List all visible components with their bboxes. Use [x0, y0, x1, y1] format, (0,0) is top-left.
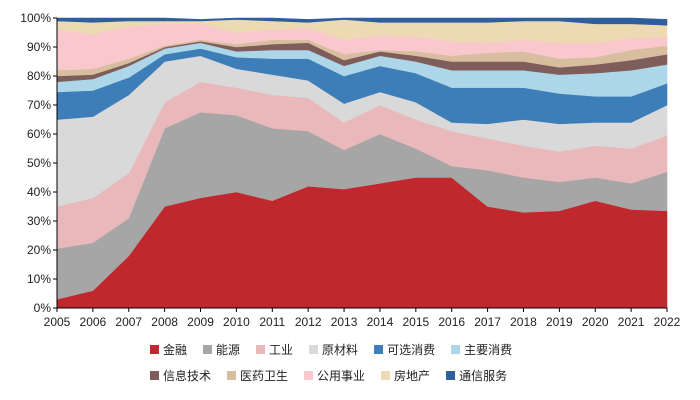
legend-label: 金融 — [163, 342, 187, 357]
legend-item-4: 原材料 — [309, 343, 358, 357]
legend-label: 房地产 — [394, 368, 430, 383]
x-tick-label-2014: 2014 — [367, 315, 394, 329]
legend-label: 公用事业 — [317, 369, 365, 383]
legend-item-7: 信息技术 — [150, 368, 211, 383]
y-tick-label: 10% — [27, 272, 51, 286]
legend-label: 医药卫生 — [240, 369, 288, 383]
area-series-11 — [56, 17, 668, 26]
y-tick-label: 80% — [27, 69, 51, 83]
x-tick-label-2012: 2012 — [295, 315, 322, 329]
x-tick-label-2007: 2007 — [115, 315, 142, 329]
y-tick-label: 60% — [27, 127, 51, 141]
y-tick-label: 50% — [27, 156, 51, 170]
legend-swatch — [256, 345, 266, 354]
legend-item-3: 工业 — [256, 343, 293, 357]
legend-swatch — [374, 345, 384, 354]
area-series-group — [56, 17, 668, 309]
x-tick-label-2020: 2020 — [582, 315, 609, 329]
y-tick-label: 100% — [20, 11, 51, 25]
legend-label: 原材料 — [322, 343, 358, 357]
legend-label: 主要消费 — [464, 343, 512, 357]
legend-item-11: 通信服务 — [446, 368, 507, 383]
x-tick-label-2019: 2019 — [546, 315, 573, 329]
x-tick-label-2011: 2011 — [259, 315, 285, 329]
legend-swatch — [381, 371, 391, 380]
legend-item-10: 房地产 — [381, 368, 430, 383]
x-tick-label-2021: 2021 — [618, 315, 645, 329]
legend-swatch — [446, 371, 456, 380]
legend-swatch — [304, 371, 314, 380]
y-tick-label: 20% — [27, 243, 51, 257]
x-tick-label-2022: 2022 — [654, 315, 681, 329]
legend-label: 可选消费 — [387, 343, 435, 357]
axes-group: 0% 10% 20% 30% 40% 50% 60% 70% 80% 90% 100% 2005 200… — [20, 11, 680, 329]
legend-swatch — [227, 371, 237, 380]
legend-swatch — [451, 345, 461, 354]
x-tick-label-2018: 2018 — [510, 315, 537, 329]
x-tick-label-2008: 2008 — [151, 315, 178, 329]
x-tick-label-2016: 2016 — [438, 315, 465, 329]
legend-item-6: 主要消费 — [451, 343, 512, 357]
legend-swatch — [150, 345, 159, 354]
legend-item-5: 可选消费 — [374, 343, 435, 357]
x-tick-label-2006: 2006 — [80, 315, 107, 329]
legend-swatch — [150, 371, 159, 380]
legend-swatch — [309, 345, 319, 354]
y-tick-label: 90% — [27, 40, 51, 54]
legend-item-2: 能源 — [203, 343, 240, 357]
x-tick-label-2005: 2005 — [44, 315, 71, 329]
legend-label: 信息技术 — [163, 368, 211, 383]
legend-swatch — [203, 345, 213, 354]
x-tick-label-2017: 2017 — [474, 315, 501, 329]
legend-item-9: 公用事业 — [304, 369, 365, 383]
legend-item-8: 医药卫生 — [227, 369, 288, 383]
y-tick-label: 30% — [27, 214, 51, 228]
x-tick-label-2015: 2015 — [402, 315, 429, 329]
legend-item-1: 金融 — [150, 342, 187, 357]
x-tick-label-2009: 2009 — [187, 315, 214, 329]
y-tick-label: 70% — [27, 98, 51, 112]
legend-label: 能源 — [216, 343, 240, 357]
x-tick-label-2013: 2013 — [331, 315, 358, 329]
y-tick-label: 0% — [34, 301, 52, 315]
x-tick-label-2010: 2010 — [223, 315, 250, 329]
legend-label: 工业 — [269, 343, 293, 357]
legend-label: 通信服务 — [459, 368, 507, 383]
y-tick-label: 40% — [27, 185, 51, 199]
